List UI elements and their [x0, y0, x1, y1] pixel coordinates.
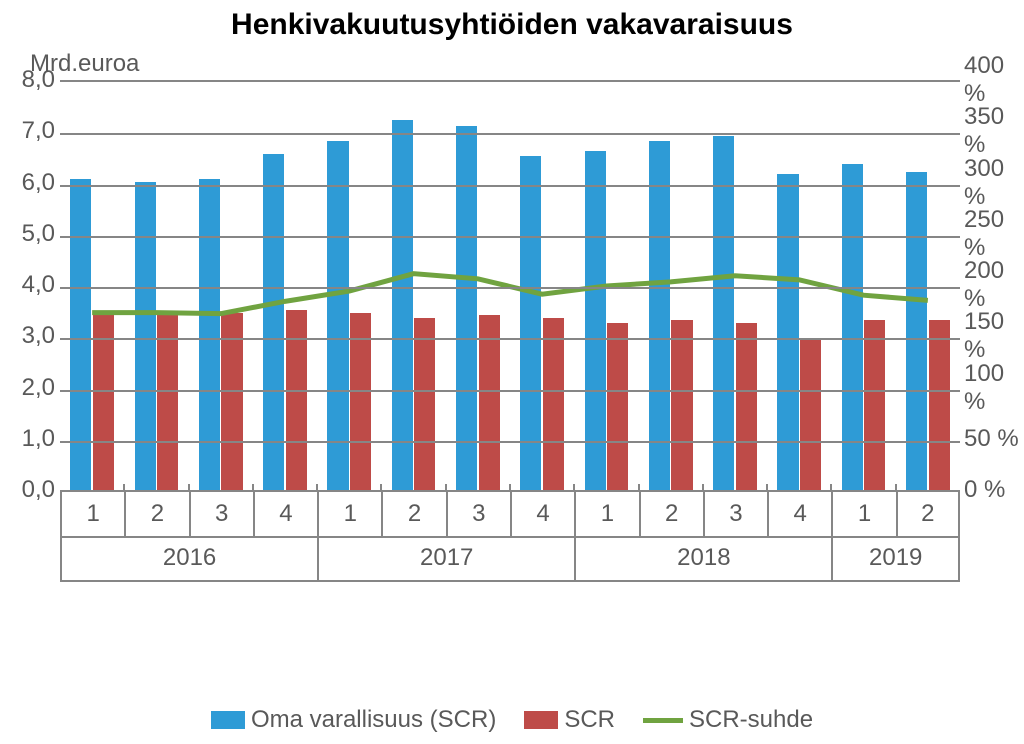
- bar-scr: [864, 320, 885, 492]
- bar-oma-varallisuus: [777, 174, 798, 492]
- quarter-label: 2: [639, 492, 703, 538]
- bar-scr: [607, 323, 628, 492]
- y-right-tick-label: 400 %: [964, 52, 1024, 108]
- legend-item-oma-varallisuus: Oma varallisuus (SCR): [211, 706, 496, 734]
- y-right-tick-label: 300 %: [964, 155, 1024, 211]
- quarter-label: 2: [896, 492, 960, 538]
- y-right-tick-label: 350 %: [964, 103, 1024, 159]
- y-left-tick-label: 7,0: [0, 117, 55, 145]
- legend: Oma varallisuus (SCR) SCR SCR-suhde: [0, 706, 1024, 734]
- plot-area: [60, 80, 960, 492]
- legend-label-scr: SCR: [564, 706, 615, 734]
- y-right-tick-label: 250 %: [964, 206, 1024, 262]
- quarter-label: 3: [446, 492, 510, 538]
- y-left-tick-label: 2,0: [0, 374, 55, 402]
- y-right-tick-label: 100 %: [964, 360, 1024, 416]
- quarter-label: 2: [124, 492, 188, 538]
- chart-container: Henkivakuutusyhtiöiden vakavaraisuus Mrd…: [0, 0, 1024, 744]
- quarter-label: 1: [317, 492, 381, 538]
- bar-scr: [736, 323, 757, 492]
- y-right-axis: 0 %50 %100 %150 %200 %250 %300 %350 %400…: [964, 80, 1024, 490]
- quarter-label: 4: [510, 492, 574, 538]
- quarter-label: 2: [381, 492, 445, 538]
- bar-scr: [479, 315, 500, 492]
- quarter-label: 3: [189, 492, 253, 538]
- bar-scr: [800, 338, 821, 492]
- bar-oma-varallisuus: [649, 141, 670, 492]
- y-right-tick-label: 150 %: [964, 308, 1024, 364]
- y-left-axis: 0,01,02,03,04,05,06,07,08,0: [0, 80, 55, 490]
- bar-oma-varallisuus: [906, 172, 927, 492]
- quarter-row: 12341234123412: [60, 490, 960, 538]
- bar-oma-varallisuus: [70, 179, 91, 492]
- legend-label-oma-varallisuus: Oma varallisuus (SCR): [251, 706, 496, 734]
- bar-scr: [671, 320, 692, 492]
- bar-oma-varallisuus: [456, 126, 477, 492]
- quarter-label: 1: [574, 492, 638, 538]
- y-left-tick-label: 4,0: [0, 271, 55, 299]
- quarter-label: 4: [767, 492, 831, 538]
- y-right-tick-label: 200 %: [964, 257, 1024, 313]
- legend-swatch-scr: [524, 711, 558, 729]
- year-label: 2016: [60, 536, 317, 582]
- year-label: 2018: [574, 536, 831, 582]
- quarter-label: 1: [60, 492, 124, 538]
- bar-oma-varallisuus: [327, 141, 348, 492]
- bar-oma-varallisuus: [713, 136, 734, 492]
- year-label: 2019: [831, 536, 960, 582]
- bar-oma-varallisuus: [135, 182, 156, 492]
- legend-item-scr: SCR: [524, 706, 615, 734]
- y-left-tick-label: 8,0: [0, 66, 55, 94]
- bar-scr: [929, 320, 950, 492]
- y-left-tick-label: 1,0: [0, 425, 55, 453]
- bar-scr: [543, 318, 564, 492]
- y-left-tick-label: 5,0: [0, 220, 55, 248]
- y-left-tick-label: 0,0: [0, 476, 55, 504]
- bar-oma-varallisuus: [842, 164, 863, 492]
- legend-swatch-oma-varallisuus: [211, 711, 245, 729]
- bar-oma-varallisuus: [199, 179, 220, 492]
- y-left-tick-label: 3,0: [0, 322, 55, 350]
- y-right-tick-label: 0 %: [964, 476, 1024, 504]
- y-right-tick-label: 50 %: [964, 425, 1024, 453]
- bar-scr: [157, 315, 178, 492]
- year-row: 2016201720182019: [60, 536, 960, 582]
- quarter-label: 1: [831, 492, 895, 538]
- legend-label-scr-suhde: SCR-suhde: [689, 706, 813, 734]
- legend-swatch-scr-suhde: [643, 718, 683, 723]
- quarter-label: 4: [253, 492, 317, 538]
- year-label: 2017: [317, 536, 574, 582]
- bar-scr: [414, 318, 435, 492]
- bar-oma-varallisuus: [392, 120, 413, 492]
- chart-title: Henkivakuutusyhtiöiden vakavaraisuus: [0, 8, 1024, 42]
- legend-item-scr-suhde: SCR-suhde: [643, 706, 813, 734]
- y-left-tick-label: 6,0: [0, 169, 55, 197]
- quarter-label: 3: [703, 492, 767, 538]
